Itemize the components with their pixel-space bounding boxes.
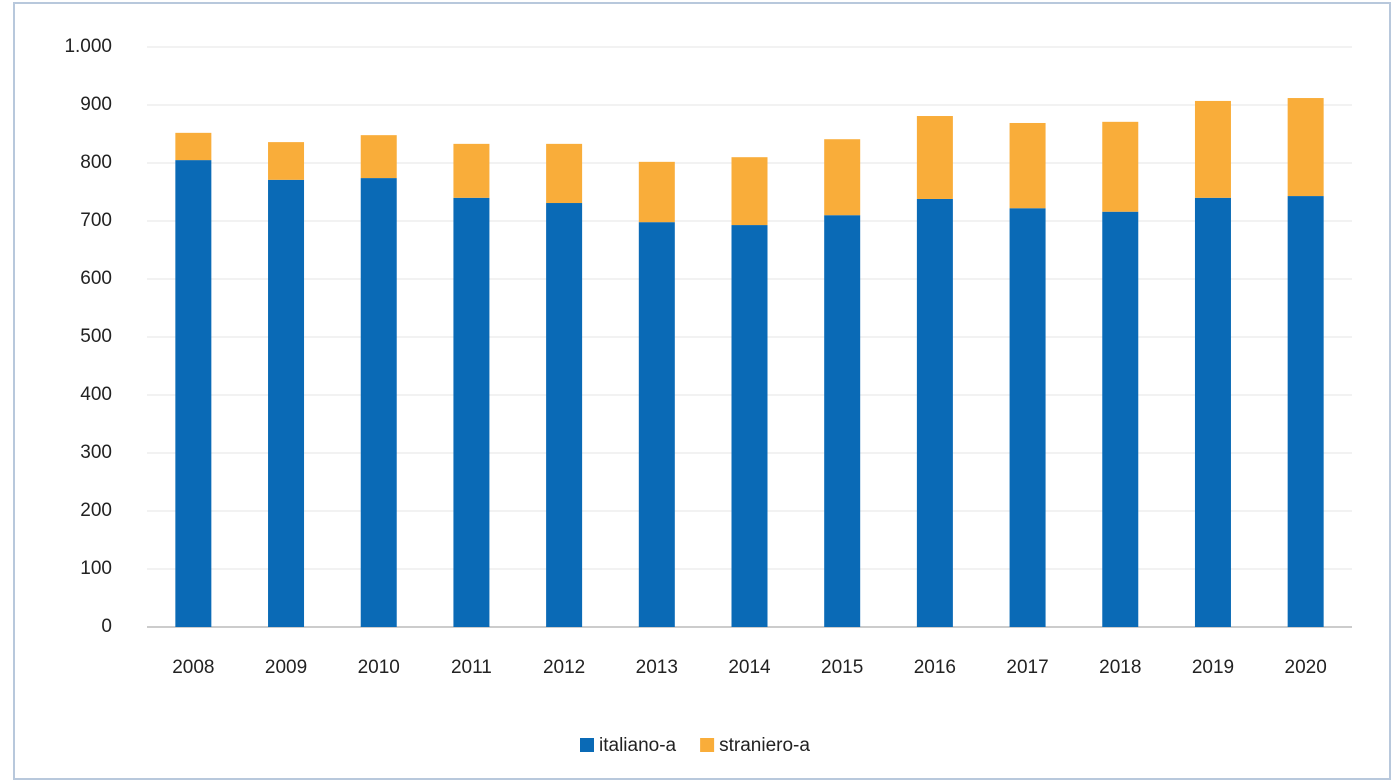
bar-segment — [1009, 122, 1046, 209]
bar-segment — [546, 203, 583, 627]
x-tick-label: 2013 — [636, 657, 678, 678]
bar-segment — [175, 132, 212, 161]
bar-segment — [1194, 100, 1231, 198]
bar-segment — [360, 135, 397, 179]
bar-segment — [916, 198, 953, 627]
bar-segment — [268, 179, 305, 627]
bar-segment — [731, 225, 768, 627]
bar-segment — [916, 116, 953, 199]
bar-segment — [1102, 121, 1139, 212]
bar-segment — [546, 143, 583, 204]
bar-segment — [1194, 197, 1231, 628]
bar-segment — [824, 139, 861, 216]
x-tick-label: 2018 — [1099, 657, 1141, 678]
y-tick-label: 700 — [80, 210, 112, 231]
y-tick-label: 600 — [80, 268, 112, 289]
bar-segment — [453, 197, 490, 628]
x-tick-label: 2019 — [1192, 657, 1234, 678]
bar-segment — [824, 215, 861, 627]
y-tick-label: 1.000 — [64, 36, 112, 57]
x-tick-label: 2014 — [728, 657, 771, 678]
x-tick-label: 2016 — [914, 657, 956, 678]
legend-swatch — [580, 738, 594, 752]
bar-segment — [1287, 98, 1324, 197]
x-tick-label: 2012 — [543, 657, 585, 678]
bar-segment — [731, 157, 768, 226]
y-tick-label: 500 — [80, 326, 112, 347]
x-tick-label: 2008 — [172, 657, 214, 678]
bar-segment — [453, 143, 490, 198]
x-tick-label: 2011 — [451, 657, 492, 678]
bar-segment — [638, 161, 675, 223]
y-tick-label: 100 — [80, 558, 112, 579]
y-tick-label: 0 — [101, 616, 112, 637]
y-tick-label: 800 — [80, 152, 112, 173]
bar-segment — [638, 222, 675, 627]
x-tick-label: 2010 — [358, 657, 400, 678]
bar-segment — [1009, 208, 1046, 628]
bar-segment — [360, 178, 397, 627]
x-tick-label: 2017 — [1006, 657, 1048, 678]
legend-swatch — [700, 738, 715, 752]
frame — [13, 2, 1391, 780]
y-tick-label: 200 — [80, 500, 112, 521]
x-tick-label: 2020 — [1285, 657, 1327, 678]
x-tick-label: 2015 — [821, 657, 863, 678]
y-tick-label: 400 — [80, 384, 112, 405]
legend-label: straniero-a — [719, 735, 810, 756]
bar-segment — [175, 160, 212, 627]
y-tick-label: 900 — [80, 94, 112, 115]
y-tick-label: 300 — [80, 442, 112, 463]
x-tick-label: 2009 — [265, 657, 307, 678]
legend-label: italiano-a — [599, 735, 677, 756]
bar-segment — [268, 142, 305, 180]
bar-segment — [1287, 196, 1324, 627]
bar-segment — [1102, 211, 1139, 627]
